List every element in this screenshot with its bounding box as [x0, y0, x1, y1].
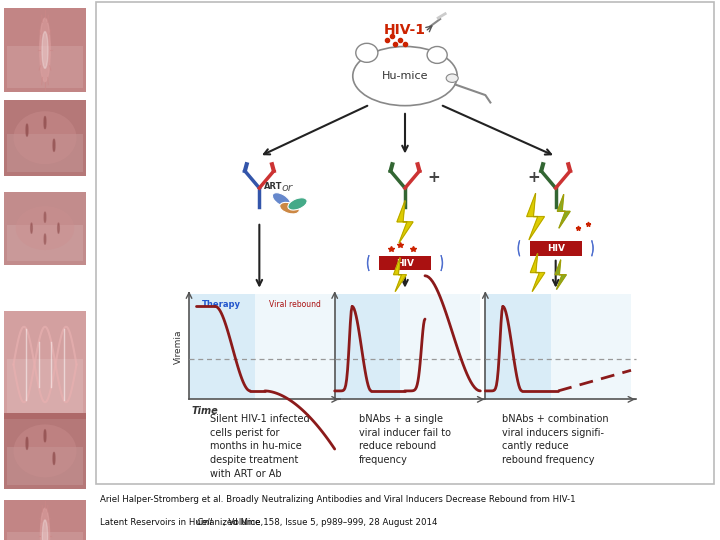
Polygon shape [394, 258, 406, 292]
Text: Hu-mice: Hu-mice [382, 71, 428, 81]
Text: +: + [427, 170, 440, 185]
Circle shape [53, 139, 55, 151]
Ellipse shape [279, 202, 300, 214]
Text: HIV: HIV [546, 244, 564, 253]
Circle shape [31, 223, 32, 233]
Ellipse shape [14, 424, 76, 477]
Circle shape [26, 437, 28, 449]
Bar [551, 294, 631, 400]
Polygon shape [527, 193, 544, 240]
Bar [7, 532, 83, 540]
Text: HIV: HIV [396, 259, 414, 268]
Ellipse shape [14, 111, 76, 164]
Text: Viral rebound: Viral rebound [269, 300, 320, 309]
Bar [4, 500, 86, 540]
Text: ART: ART [264, 182, 283, 191]
Circle shape [42, 520, 48, 540]
Bar [7, 134, 83, 172]
Bar [4, 192, 86, 265]
Text: or: or [282, 183, 293, 193]
Ellipse shape [446, 74, 458, 83]
Ellipse shape [353, 46, 457, 106]
Bar [7, 447, 83, 485]
Ellipse shape [272, 193, 290, 207]
Bar [255, 294, 335, 400]
Text: HIV-1: HIV-1 [384, 23, 426, 37]
Text: Silent HIV-1 infected
cells perist for
months in hu-mice
despite treatment
with : Silent HIV-1 infected cells perist for m… [210, 414, 309, 478]
Circle shape [44, 430, 46, 442]
Text: bNAbs + combination
viral inducers signifi-
cantly reduce
rebound frequency: bNAbs + combination viral inducers signi… [503, 414, 609, 465]
Text: Cell: Cell [197, 518, 212, 528]
Bar [4, 100, 86, 176]
Circle shape [44, 212, 46, 222]
Bar [189, 294, 255, 400]
Bar [485, 294, 551, 400]
Ellipse shape [288, 198, 307, 210]
Polygon shape [531, 254, 545, 292]
Bar [7, 359, 83, 413]
Polygon shape [397, 201, 413, 243]
Bar [335, 294, 400, 400]
Text: +: + [528, 170, 540, 185]
Text: Therapy: Therapy [202, 300, 241, 309]
Circle shape [40, 18, 50, 82]
Text: Ariel Halper-Stromberg et al. Broadly Neutralizing Antibodies and Viral Inducers: Ariel Halper-Stromberg et al. Broadly Ne… [100, 495, 575, 504]
Bar [379, 255, 431, 271]
Circle shape [53, 453, 55, 464]
Circle shape [40, 508, 50, 540]
Circle shape [44, 234, 46, 244]
Ellipse shape [427, 46, 447, 63]
Circle shape [44, 117, 46, 129]
Bar [529, 241, 582, 255]
Bar [7, 225, 83, 261]
Text: Viremia: Viremia [174, 329, 183, 364]
Bar [400, 294, 480, 400]
Bar [7, 46, 83, 87]
Polygon shape [557, 194, 570, 228]
Text: bNAbs + a single
viral inducer fail to
reduce rebound
frequency: bNAbs + a single viral inducer fail to r… [359, 414, 451, 465]
Ellipse shape [16, 206, 74, 250]
Text: Time: Time [191, 406, 217, 416]
Polygon shape [555, 260, 567, 289]
Text: , Volume 158, Issue 5, p989–999, 28 August 2014: , Volume 158, Issue 5, p989–999, 28 Augu… [222, 518, 437, 528]
Bar [4, 8, 86, 92]
Circle shape [42, 31, 48, 69]
Circle shape [58, 223, 59, 233]
Text: Latent Reservoirs in Humanized Mice,: Latent Reservoirs in Humanized Mice, [100, 518, 266, 528]
Bar [4, 413, 86, 489]
Ellipse shape [356, 43, 378, 62]
Bar [4, 310, 86, 419]
Circle shape [26, 124, 28, 136]
